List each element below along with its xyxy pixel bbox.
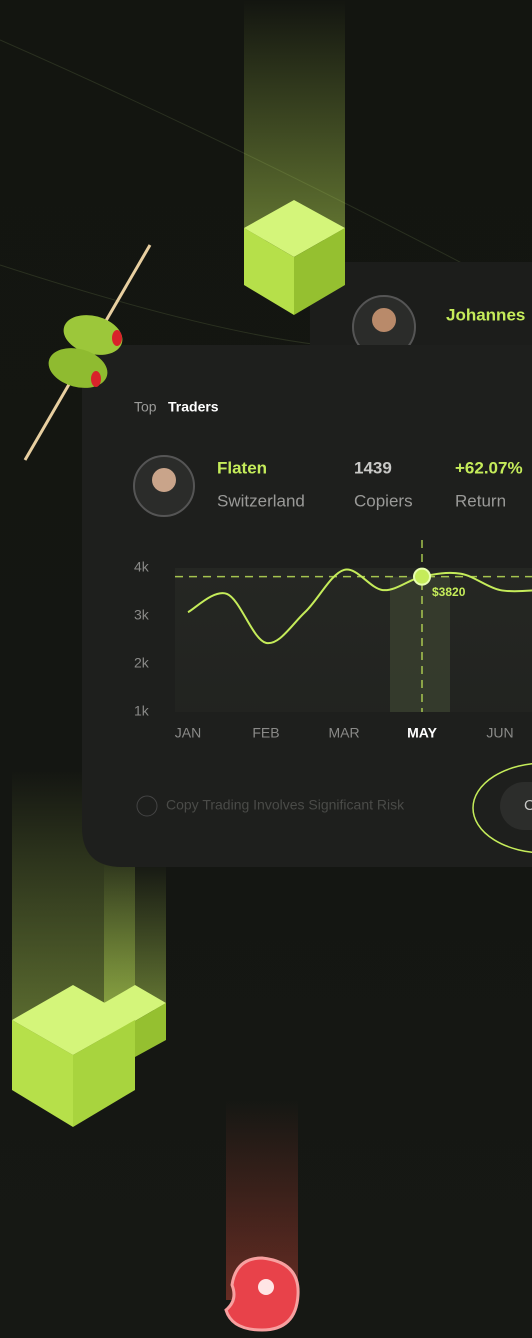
y-tick-label: 3k (134, 607, 150, 623)
x-tick-label: JAN (175, 725, 201, 741)
copiers-label: Copiers (354, 491, 413, 510)
value-label: $3820 (432, 585, 466, 599)
y-tick-label: 4k (134, 559, 150, 575)
return-value: +62.07% (455, 458, 523, 477)
point (414, 569, 430, 585)
heading: Traders (168, 399, 219, 415)
main-card: Top Traders Flaten Switzerland 1439 Copi… (82, 345, 532, 867)
trader-country: Switzerland (217, 491, 305, 510)
y-tick-label: 2k (134, 655, 150, 671)
page: Johannes Top Traders Flaten Switzerland … (0, 0, 532, 1338)
heading-prefix: Top (134, 399, 157, 415)
trader-name: Johannes (446, 305, 525, 324)
scene: Johannes Top Traders Flaten Switzerland … (0, 0, 532, 1338)
x-tick-label: MAR (328, 725, 359, 741)
chart: 1k 2k 3k 4k $3820 JAN FEB MAR MAY JUN (134, 540, 532, 741)
x-tick-label: MAY (407, 725, 437, 741)
avatar-face (152, 468, 176, 492)
trader-name: Flaten (217, 458, 267, 477)
x-tick-label: FEB (252, 725, 279, 741)
copiers-value: 1439 (354, 458, 392, 477)
disclaimer: Copy Trading Involves Significant Risk (166, 797, 405, 813)
copy-button-label[interactable]: Copy (524, 797, 532, 814)
plot-area (175, 568, 532, 712)
x-tick-label: JUN (486, 725, 513, 741)
return-label: Return (455, 491, 506, 510)
meat (226, 1258, 298, 1330)
y-tick-label: 1k (134, 703, 150, 719)
